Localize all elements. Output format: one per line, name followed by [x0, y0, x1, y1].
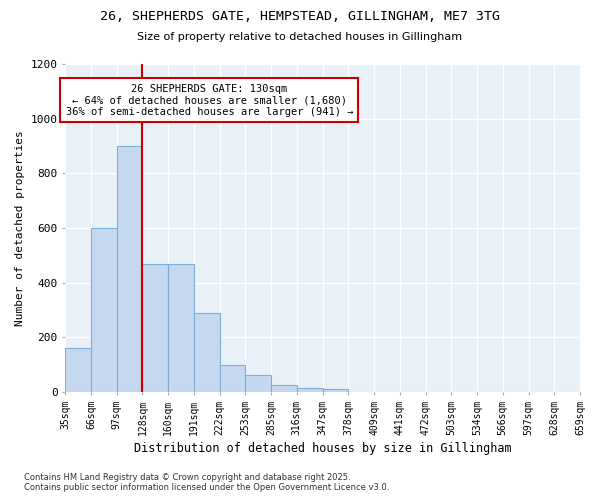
Bar: [168, 264, 194, 392]
Bar: [194, 313, 220, 392]
Text: Size of property relative to detached houses in Gillingham: Size of property relative to detached ho…: [137, 32, 463, 42]
Text: Contains HM Land Registry data © Crown copyright and database right 2025.
Contai: Contains HM Land Registry data © Crown c…: [24, 473, 389, 492]
Bar: [297, 388, 323, 392]
Bar: [142, 264, 168, 392]
Y-axis label: Number of detached properties: Number of detached properties: [15, 130, 25, 326]
Bar: [116, 146, 142, 392]
Bar: [323, 390, 349, 392]
Bar: [91, 228, 116, 392]
Bar: [271, 384, 297, 392]
Text: 26 SHEPHERDS GATE: 130sqm
← 64% of detached houses are smaller (1,680)
36% of se: 26 SHEPHERDS GATE: 130sqm ← 64% of detac…: [65, 84, 353, 117]
Bar: [245, 375, 271, 392]
X-axis label: Distribution of detached houses by size in Gillingham: Distribution of detached houses by size …: [134, 442, 511, 455]
Text: 26, SHEPHERDS GATE, HEMPSTEAD, GILLINGHAM, ME7 3TG: 26, SHEPHERDS GATE, HEMPSTEAD, GILLINGHA…: [100, 10, 500, 23]
Bar: [65, 348, 91, 392]
Bar: [220, 365, 245, 392]
